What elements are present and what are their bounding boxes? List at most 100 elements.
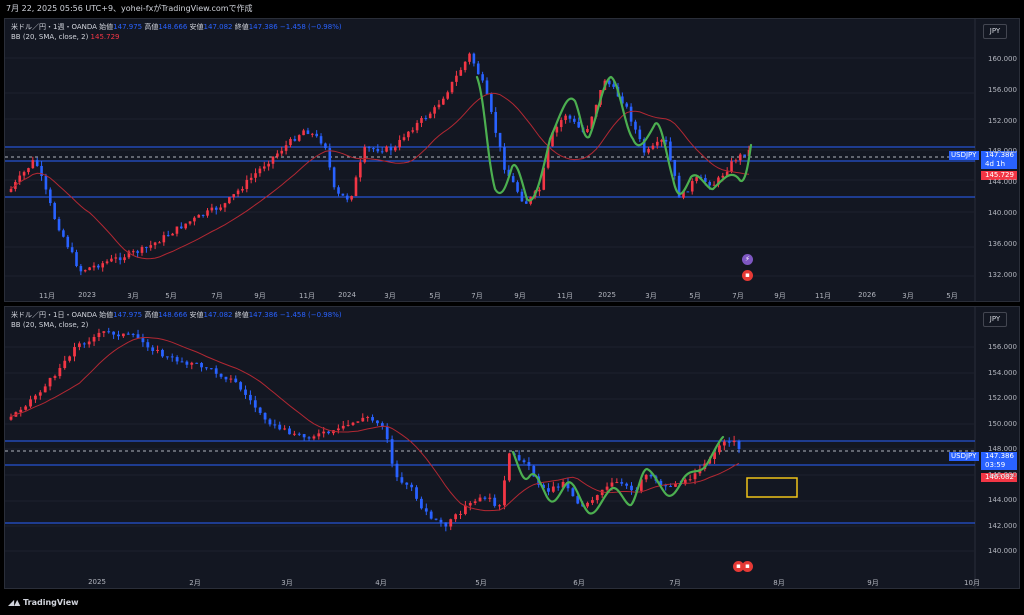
candle-body [571,488,575,497]
candle-body [131,333,135,335]
candle-body [621,96,624,104]
daily-x-tick: 5月 [475,579,487,587]
candle-body [263,412,267,420]
candle-body [551,486,555,492]
candle-body [351,422,355,425]
us-flag-event-icon-1[interactable]: ▪ [733,561,744,572]
candle-body [53,203,56,220]
candle-body [145,247,148,249]
candle-body [206,210,209,216]
candle-body [727,441,731,443]
candle-body [315,133,318,137]
candle-body [82,343,86,345]
candle-body [38,392,42,396]
candle-body [713,452,716,459]
candle-body [271,156,275,164]
candle-body [31,160,35,169]
candle-body [18,175,22,183]
candle-body [126,333,130,335]
candle-body [336,428,340,431]
candle-body [158,242,161,244]
candle-body [625,103,629,107]
candle-body [44,176,48,190]
tradingview-logo[interactable]: ◢▲ TradingView [8,598,79,607]
candle-body [53,376,57,378]
weekly-x-tick: 2025 [598,291,616,299]
weekly-x-tick: 7月 [471,292,483,300]
candle-body [682,191,685,198]
candle-body [490,93,493,112]
candle-body [190,362,194,365]
candle-body [249,177,253,180]
daily-x-tick: 10月 [964,579,980,587]
weekly-chart-panel[interactable]: 米ドル／円・1週・OANDA 始値147.975 高値148.666 安値147… [4,18,1020,302]
bollinger-mid-line [10,92,750,260]
candle-body [615,482,619,484]
daily-currency-button[interactable]: JPY [983,312,1007,327]
candle-body [253,400,257,408]
weekly-indicator-legend[interactable]: BB (20, SMA, close, 2) 145.729 [11,33,120,41]
candle-body [586,129,589,133]
daily-chart-canvas[interactable] [5,307,1019,588]
candle-body [188,221,192,224]
candle-body [424,118,428,120]
weekly-x-tick: 5月 [689,292,701,300]
weekly-chart-canvas[interactable] [5,19,1019,301]
weekly-y-tick: 160.000 [988,55,1017,63]
candle-body [110,258,113,262]
candle-body [402,137,406,140]
candle-body [376,148,380,152]
candle-body [162,235,166,243]
weekly-x-tick: 2024 [338,291,356,299]
candle-body [258,407,262,413]
weekly-x-tick: 3月 [127,292,139,300]
candle-body [332,167,336,188]
candle-body [659,480,663,486]
candle-body [542,167,546,190]
candle-body [498,505,501,507]
daily-x-tick: 4月 [375,579,387,587]
candle-body [688,479,692,481]
candle-body [472,53,476,64]
candle-body [737,440,741,449]
candle-body [66,236,70,248]
candle-body [573,118,576,122]
weekly-x-tick: 2026 [858,291,876,299]
candle-body [245,179,249,189]
weekly-x-tick: 7月 [732,292,744,300]
candle-body [249,394,252,401]
weekly-currency-button[interactable]: JPY [983,24,1007,39]
daily-indicator-legend[interactable]: BB (20, SMA, close, 2) [11,321,89,329]
lightning-icon[interactable]: ⚡ [742,254,753,265]
candle-body [24,406,28,410]
candle-body [97,332,101,337]
weekly-x-tick: 5月 [946,292,958,300]
candle-body [516,182,519,192]
daily-chart-panel[interactable]: 米ドル／円・1日・OANDA 始値147.975 高値148.666 安値147… [4,306,1020,589]
candle-body [664,139,668,142]
us-flag-event-icon-2[interactable]: ▪ [742,561,753,572]
candle-body [34,395,37,400]
candle-body [341,425,345,429]
us-flag-event-icon[interactable]: ▪ [742,270,753,281]
candle-body [690,181,694,192]
candle-body [367,147,371,149]
candle-body [559,120,563,128]
candle-body [590,116,594,130]
candle-body [738,154,742,161]
candle-body [459,70,463,76]
candle-body [708,181,711,186]
candle-body [19,409,23,413]
weekly-y-tick: 144.000 [988,178,1017,187]
candle-body [195,362,199,364]
candle-body [439,519,443,523]
daily-x-tick: 3月 [281,579,293,587]
candle-body [311,133,314,135]
candle-body [58,368,62,377]
candle-body [532,465,536,477]
candle-body [376,420,379,424]
candle-body [446,92,449,99]
candle-body [455,75,458,82]
candle-body [483,497,487,499]
candle-body [131,251,135,253]
